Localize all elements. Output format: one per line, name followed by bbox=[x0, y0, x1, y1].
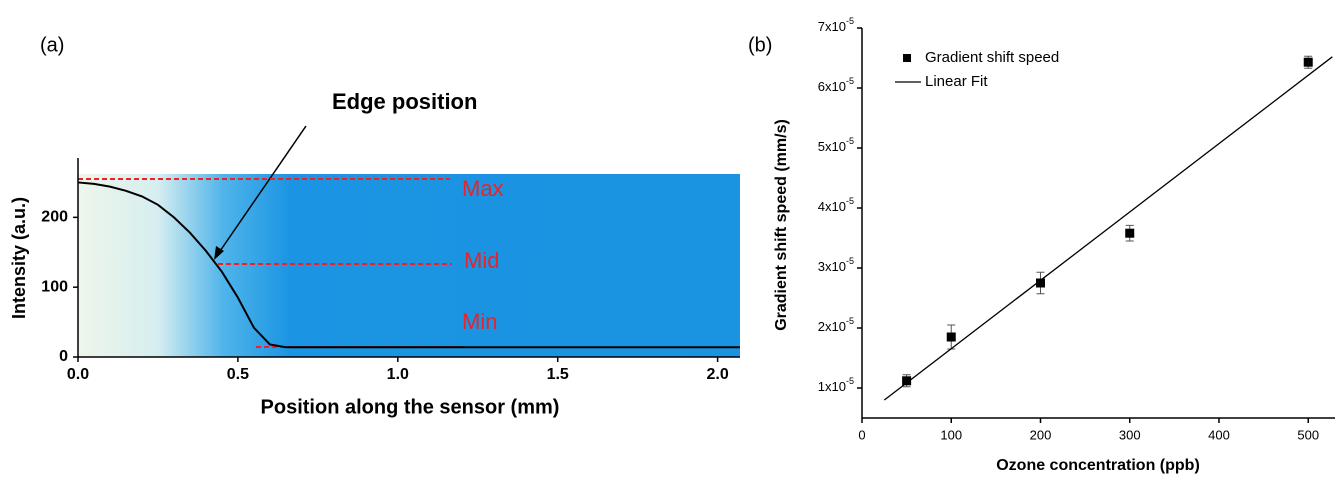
y-axis-label: Gradient shift speed (mm/s) bbox=[773, 119, 790, 331]
fit-line bbox=[884, 57, 1332, 400]
y-tick-label: 4x10-5 bbox=[818, 196, 854, 214]
x-axis-label: Position along the sensor (mm) bbox=[261, 396, 560, 418]
y-tick-label: 7x10-5 bbox=[818, 16, 854, 34]
legend-label: Gradient shift speed bbox=[925, 49, 1059, 66]
point bbox=[1125, 229, 1134, 238]
annotation: Edge position bbox=[332, 89, 477, 114]
point bbox=[947, 333, 956, 342]
y-tick-label: 100 bbox=[41, 278, 68, 295]
panel-label: (b) bbox=[748, 34, 772, 56]
y-tick-label: 3x10-5 bbox=[818, 256, 854, 274]
x-tick-label: 0 bbox=[858, 427, 865, 442]
annotation: Mid bbox=[464, 248, 499, 273]
sensor-image bbox=[78, 174, 740, 357]
figure: (a) (b) Edge position Max Mid Min Positi… bbox=[0, 0, 1342, 485]
y-tick-label: 200 bbox=[41, 209, 68, 226]
y-tick-label: 1x10-5 bbox=[818, 376, 854, 394]
x-axis-label: Ozone concentration (ppb) bbox=[996, 457, 1200, 474]
legend-label: Linear Fit bbox=[925, 73, 988, 90]
y-tick-label: 6x10-5 bbox=[818, 76, 854, 94]
x-tick-label: 0.5 bbox=[227, 366, 249, 383]
x-tick-label: 1.5 bbox=[547, 366, 569, 383]
x-tick-label: 500 bbox=[1297, 427, 1319, 442]
x-tick-label: 200 bbox=[1030, 427, 1052, 442]
x-tick-label: 0.0 bbox=[67, 366, 89, 383]
y-tick-label: 5x10-5 bbox=[818, 136, 854, 154]
annotation: Min bbox=[462, 309, 497, 334]
panel-label: (a) bbox=[40, 34, 64, 56]
x-tick-label: 300 bbox=[1119, 427, 1141, 442]
x-tick-label: 100 bbox=[940, 427, 962, 442]
annotation: Max bbox=[462, 176, 504, 201]
y-axis-label: Intensity (a.u.) bbox=[9, 197, 29, 319]
x-tick-label: 400 bbox=[1208, 427, 1230, 442]
y-tick-label: 2x10-5 bbox=[818, 316, 854, 334]
y-tick-label: 0 bbox=[59, 348, 68, 365]
legend-marker bbox=[903, 54, 911, 62]
x-tick-label: 2.0 bbox=[706, 366, 728, 383]
x-tick-label: 1.0 bbox=[387, 366, 409, 383]
point bbox=[1304, 58, 1313, 67]
